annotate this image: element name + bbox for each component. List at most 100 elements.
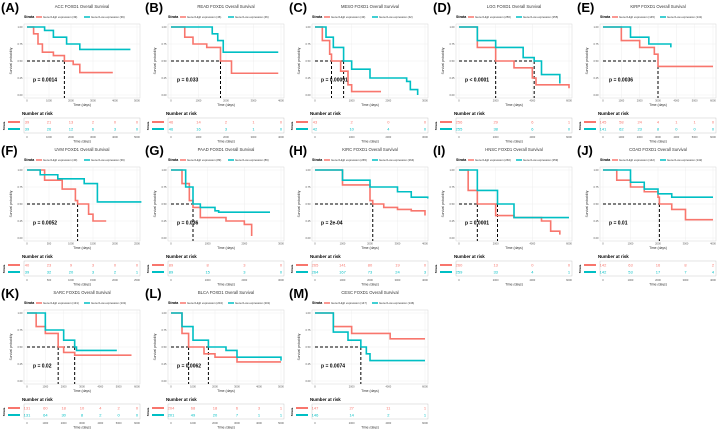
risk-count: 1 — [252, 127, 255, 132]
x-tick-label: 3000 — [422, 99, 428, 103]
y-tick-label: 0.25 — [17, 76, 23, 80]
risk-count: 1 — [675, 120, 678, 125]
risk-count: 16 — [656, 263, 661, 268]
risk-table-box — [455, 260, 573, 277]
risk-count: 15 — [205, 270, 210, 275]
risk-table-title: Number at risk — [454, 254, 485, 259]
y-tick-label: 0.25 — [593, 219, 599, 223]
risk-count: 4 — [531, 270, 534, 275]
panel-label: (F) — [1, 143, 18, 158]
risk-count: 0 — [531, 263, 534, 268]
risk-count: 3 — [258, 406, 261, 411]
risk-x-tick-label: 1000 — [628, 278, 634, 282]
risk-x-tick-label: 3000 — [683, 278, 689, 282]
risk-x-tick-label: 1000 — [196, 135, 202, 139]
y-tick-label: 0.50 — [161, 202, 167, 206]
y-tick-label: 0.75 — [17, 328, 23, 332]
risk-x-tick-label: 2000 — [241, 278, 247, 282]
y-tick-label: 0.75 — [161, 42, 167, 46]
x-tick-label: 2000 — [367, 242, 373, 246]
risk-strata-label: Strata — [434, 121, 438, 130]
x-tick-label: 1000 — [340, 242, 346, 246]
y-tick-label: 0.50 — [449, 59, 455, 63]
risk-x-tick-label: 0 — [26, 421, 28, 425]
x-tick-label: 0 — [170, 385, 172, 389]
risk-count: 2 — [114, 270, 117, 275]
y-tick-label: 0.50 — [17, 202, 23, 206]
risk-x-tick-label: 0 — [170, 135, 172, 139]
risk-count: 147 — [312, 406, 319, 411]
legend-strata-label: Strata — [312, 15, 323, 19]
y-tick-label: 1.00 — [17, 311, 23, 315]
x-tick-label: 0 — [314, 242, 316, 246]
km-panel: (B) READ FOXD1 Overall Survival Strata Gene… — [144, 0, 288, 143]
y-tick-label: 1.00 — [305, 168, 311, 172]
x-tick-label: 2000 — [212, 385, 218, 389]
legend-low-label: Gene=Low expression (142) — [667, 158, 702, 162]
y-tick-label: 1.00 — [161, 25, 167, 29]
risk-x-tick-label: 1000 — [68, 278, 74, 282]
risk-count: 4 — [712, 270, 715, 275]
risk-x-tick-label: 3000 — [251, 135, 257, 139]
risk-count: 1 — [568, 270, 571, 275]
risk-count: 0 — [694, 127, 697, 132]
y-axis-label: Survival probability — [297, 190, 301, 217]
panel-label: (A) — [1, 0, 19, 15]
x-axis-label: Time (days) — [217, 103, 235, 107]
x-tick-label: 2500 — [134, 242, 140, 246]
risk-count: 26 — [47, 127, 52, 132]
risk-count: 1 — [280, 406, 283, 411]
risk-count: 63 — [628, 263, 633, 268]
chart-title: BLCA FOXD1 Overall Survival — [198, 290, 254, 295]
risk-count: 142 — [600, 270, 607, 275]
risk-table-title: Number at risk — [22, 254, 53, 259]
risk-strata-label: Strata — [578, 264, 582, 273]
risk-count: 29 — [493, 120, 498, 125]
risk-table-title: Number at risk — [166, 254, 197, 259]
legend-high-label: Gene=High expression (147) — [331, 301, 367, 305]
x-tick-label: 6000 — [710, 99, 716, 103]
risk-table-box — [167, 403, 285, 420]
x-tick-label: 4000 — [256, 385, 262, 389]
x-tick-label: 3000 — [251, 99, 257, 103]
y-tick-label: 0.00 — [449, 236, 455, 240]
y-tick-label: 0.25 — [161, 362, 167, 366]
risk-table-title: Number at risk — [166, 397, 197, 402]
y-tick-label: 1.00 — [593, 168, 599, 172]
x-tick-label: 3000 — [90, 99, 96, 103]
risk-count: 2 — [118, 406, 121, 411]
risk-count: 16 — [196, 127, 201, 132]
risk-count: 3 — [243, 270, 246, 275]
chart-title: ACC FOXD1 Overall Survival — [55, 4, 110, 9]
risk-x-tick-label: 2000 — [68, 135, 74, 139]
p-value: p = 0.01 — [609, 220, 628, 226]
risk-x-tick-label: 6000 — [566, 135, 572, 139]
x-tick-label: 6000 — [566, 242, 572, 246]
risk-x-tick-label: 2000 — [223, 135, 229, 139]
km-panel: (G) PAAD FOXD1 Overall Survival Strata Gene… — [144, 143, 288, 286]
x-tick-label: 6000 — [134, 385, 140, 389]
x-tick-label: 0 — [26, 385, 28, 389]
y-tick-label: 0.00 — [17, 93, 23, 97]
risk-x-tick-label: 5000 — [116, 421, 122, 425]
risk-strata-label: Strata — [2, 121, 6, 130]
p-value: p = 0.0014 — [33, 77, 57, 83]
risk-count: 141 — [339, 263, 346, 268]
legend-low-label: Gene=Low expression (39) — [91, 158, 125, 162]
risk-table-title: Number at risk — [598, 254, 629, 259]
y-tick-label: 0.50 — [593, 59, 599, 63]
legend-high-label: Gene=High expression (89) — [187, 158, 221, 162]
risk-x-tick-label: 6000 — [566, 278, 572, 282]
risk-count: 19 — [395, 263, 400, 268]
risk-count: 46 — [169, 120, 174, 125]
risk-x-tick-label: 2000 — [493, 278, 499, 282]
risk-table-title: Number at risk — [310, 254, 341, 259]
chart-title: KIRP FOXD1 Overall Survival — [630, 4, 685, 9]
risk-count: 0 — [136, 406, 139, 411]
p-value: p = 0.0074 — [321, 363, 345, 369]
y-tick-label: 0.75 — [449, 42, 455, 46]
x-tick-label: 2000 — [493, 242, 499, 246]
chart-title: SARC FOXD1 Overall Survival — [53, 290, 110, 295]
risk-x-axis-label: Time (days) — [361, 425, 379, 429]
x-tick-label: 3000 — [683, 242, 689, 246]
